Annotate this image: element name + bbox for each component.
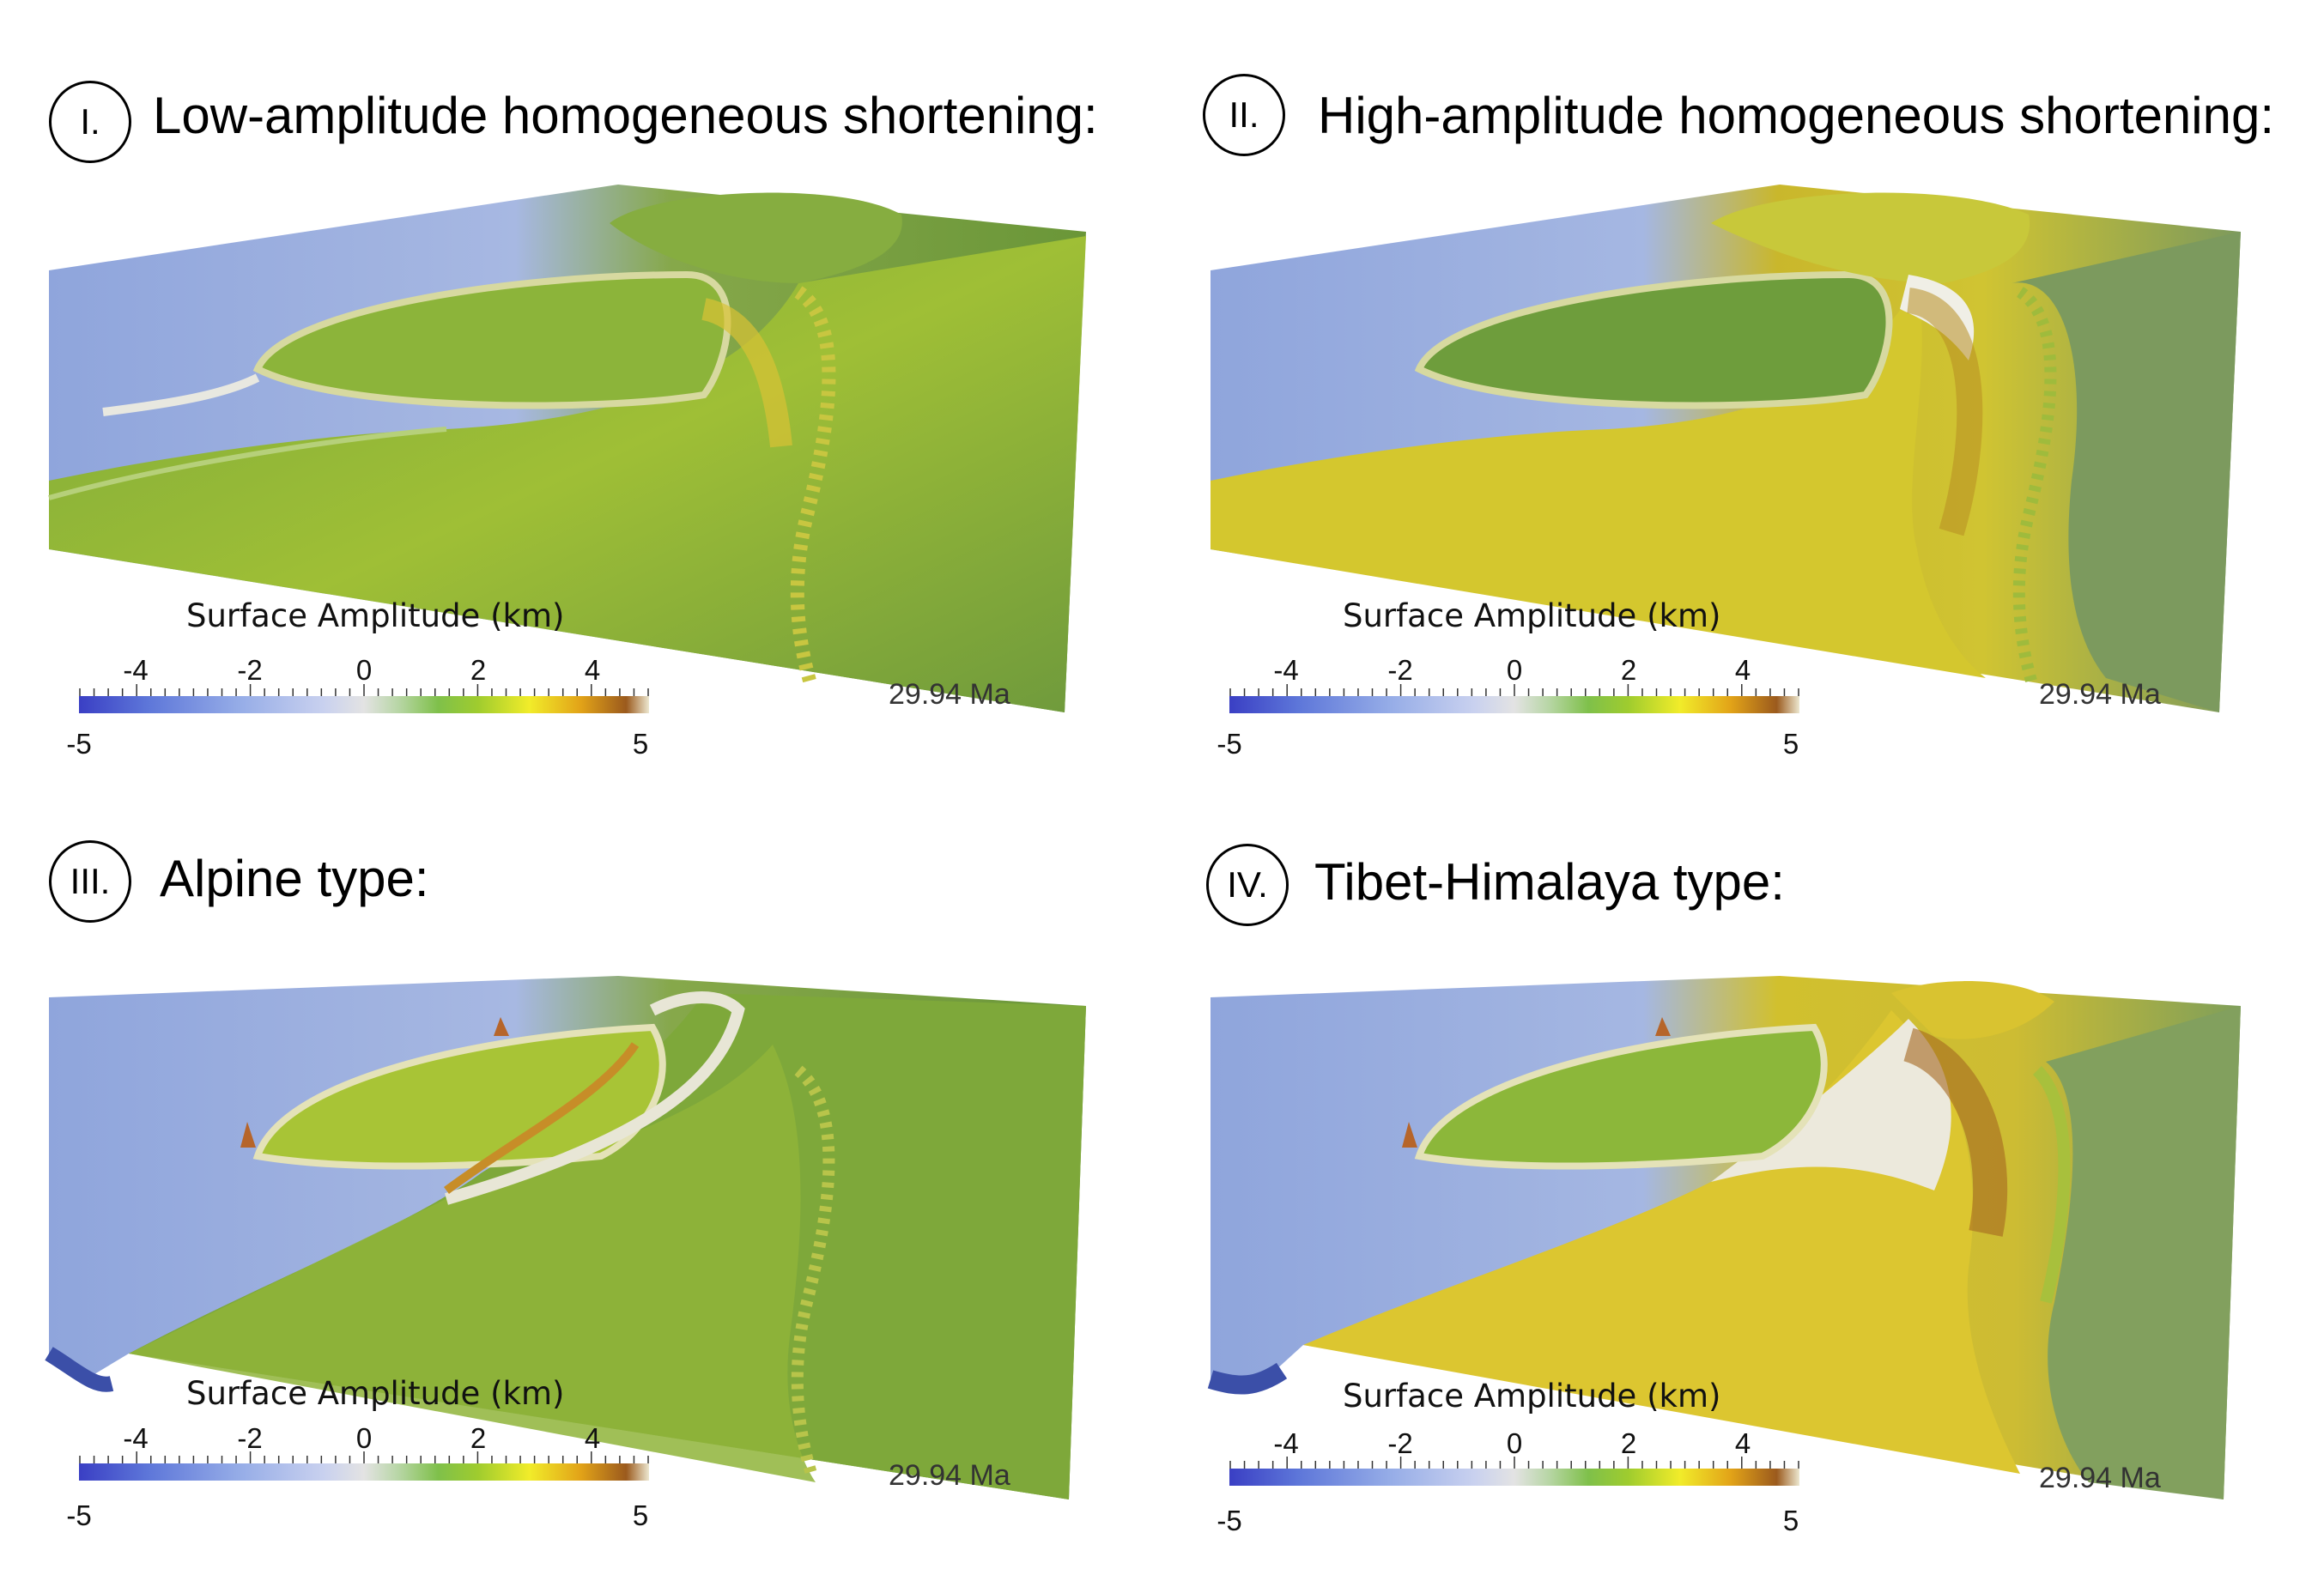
colorbar-min: -5 (66, 1499, 92, 1531)
colorbar-gradient (1229, 1469, 1799, 1486)
colorbar-title: Surface Amplitude (km) (1343, 597, 1721, 634)
time-label: 29.94 Ma (2039, 678, 2161, 711)
colorbar-title: Surface Amplitude (km) (186, 1375, 565, 1412)
colorbar-title: Surface Amplitude (km) (1343, 1378, 1721, 1414)
surface-render (45, 976, 1086, 1499)
colorbar-tick: -2 (237, 654, 263, 686)
surface-render (48, 185, 1086, 712)
colorbar-tick: 0 (355, 654, 373, 686)
panel-1: I. Low-amplitude homogeneous shortening:… (0, 0, 1162, 787)
panel-title: Low-amplitude homogeneous shortening: (153, 87, 1098, 144)
panel-numeral: II. (1203, 74, 1285, 156)
colorbar-tick: 2 (1620, 654, 1637, 686)
colorbar-tick: 2 (1620, 1427, 1637, 1459)
colorbar-tick: -4 (1273, 654, 1299, 686)
colorbar-minor-ticks (79, 684, 649, 696)
panel-numeral: I. (49, 81, 131, 163)
colorbar-max: 5 (1782, 728, 1799, 760)
colorbar-tick: -4 (123, 654, 149, 686)
colorbar-minor-ticks (79, 1451, 649, 1463)
panel-2: II. High-amplitude homogeneous shortenin… (1162, 0, 2323, 787)
surface-render (1211, 185, 2241, 712)
colorbar-gradient (79, 1463, 649, 1481)
time-label: 29.94 Ma (889, 1459, 1010, 1492)
panel-title: High-amplitude homogeneous shortening: (1318, 87, 2275, 144)
colorbar-tick: 2 (470, 654, 487, 686)
colorbar-tick: -4 (123, 1422, 149, 1454)
colorbar-tick: -4 (1273, 1427, 1299, 1459)
surface-render (1207, 976, 2241, 1499)
colorbar-gradient (79, 696, 649, 713)
colorbar-tick: 0 (1506, 654, 1523, 686)
time-label: 29.94 Ma (889, 678, 1010, 711)
colorbar-gradient (1229, 696, 1799, 713)
colorbar-tick: 4 (1734, 1427, 1751, 1459)
colorbar-tick: 0 (355, 1422, 373, 1454)
panel-numeral: III. (49, 840, 131, 923)
colorbar-min: -5 (1217, 728, 1242, 760)
panel-numeral: IV. (1206, 844, 1289, 926)
colorbar-tick: -2 (1387, 1427, 1413, 1459)
colorbar-tick: 0 (1506, 1427, 1523, 1459)
colorbar-tick: 2 (470, 1422, 487, 1454)
panel-title: Alpine type: (160, 850, 429, 907)
colorbar-minor-ticks (1229, 1457, 1799, 1469)
panel-3: III. Alpine type: Surface Amplitude (km)… (0, 787, 1162, 1574)
colorbar-title: Surface Amplitude (km) (186, 597, 565, 634)
colorbar-tick: 4 (584, 654, 601, 686)
colorbar-max: 5 (632, 1499, 649, 1531)
time-label: 29.94 Ma (2039, 1462, 2161, 1494)
colorbar-min: -5 (66, 728, 92, 760)
colorbar-tick: 4 (1734, 654, 1751, 686)
colorbar-tick: -2 (237, 1422, 263, 1454)
panel-4: IV. Tibet-Himalaya type: Surface Amplitu… (1162, 787, 2323, 1574)
panel-title: Tibet-Himalaya type: (1314, 853, 1785, 911)
colorbar-tick: 4 (584, 1422, 601, 1454)
colorbar-max: 5 (1782, 1505, 1799, 1536)
colorbar-min: -5 (1217, 1505, 1242, 1536)
colorbar-tick: -2 (1387, 654, 1413, 686)
colorbar-max: 5 (632, 728, 649, 760)
colorbar-minor-ticks (1229, 684, 1799, 696)
